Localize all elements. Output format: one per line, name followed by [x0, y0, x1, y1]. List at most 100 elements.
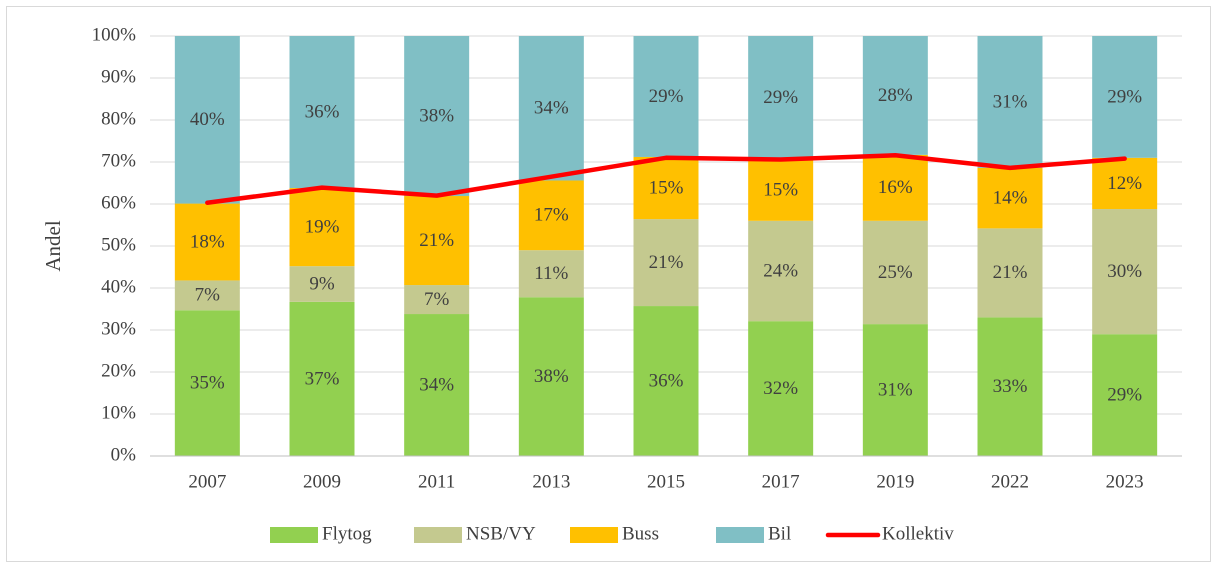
data-label: 40% — [190, 109, 225, 130]
bar-segment — [518, 180, 584, 251]
y-tick-label: 100% — [92, 24, 137, 45]
x-tick-label: 2011 — [418, 471, 455, 492]
x-tick-label: 2009 — [303, 471, 341, 492]
bar-segment — [518, 250, 584, 298]
y-axis-label: Andel — [41, 220, 65, 271]
bar-segment — [404, 196, 470, 286]
y-tick-label: 0% — [111, 444, 137, 465]
bar-segment — [174, 310, 240, 456]
x-tick-label: 2023 — [1106, 471, 1144, 492]
x-tick-label: 2022 — [991, 471, 1029, 492]
bar-segment — [633, 306, 699, 456]
bar-segment — [404, 314, 470, 456]
legend-swatch — [570, 527, 618, 543]
bar-segment — [518, 297, 584, 456]
data-label: 29% — [763, 87, 798, 108]
data-label: 29% — [1107, 384, 1142, 405]
bar-segment — [174, 36, 240, 204]
legend-swatch — [716, 527, 764, 543]
y-tick-label: 70% — [101, 150, 136, 171]
legend-label: NSB/VY — [466, 523, 536, 544]
y-tick-label: 40% — [101, 276, 136, 297]
bar-segment — [977, 228, 1043, 318]
y-tick-label: 60% — [101, 192, 136, 213]
data-label: 17% — [534, 205, 569, 226]
y-tick-label: 90% — [101, 66, 136, 87]
legend-label: Buss — [622, 523, 659, 544]
y-tick-label: 10% — [101, 402, 136, 423]
bar-segment — [977, 317, 1043, 456]
bar-segment — [977, 36, 1043, 168]
bar-segment — [748, 36, 814, 160]
bar-segment — [633, 219, 699, 307]
data-label: 36% — [305, 101, 340, 122]
bar-segment — [862, 36, 928, 155]
data-label: 21% — [993, 262, 1028, 283]
bar-segment — [289, 266, 355, 302]
data-label: 34% — [419, 374, 454, 395]
bar-segment — [862, 324, 928, 456]
bar-segment — [977, 167, 1043, 229]
bar-segment — [1092, 36, 1158, 158]
data-label: 16% — [878, 177, 913, 198]
data-label: 32% — [763, 378, 798, 399]
data-label: 31% — [993, 91, 1028, 112]
data-label: 38% — [534, 366, 569, 387]
bar-segment — [862, 154, 928, 221]
data-label: 30% — [1107, 261, 1142, 282]
data-label: 35% — [190, 372, 225, 393]
x-tick-label: 2013 — [532, 471, 570, 492]
data-label: 24% — [763, 260, 798, 281]
data-label: 28% — [878, 85, 913, 106]
data-label: 9% — [309, 273, 335, 294]
data-label: 38% — [419, 105, 454, 126]
bar-segment — [174, 203, 240, 281]
legend-label: Kollektiv — [882, 523, 954, 544]
data-label: 29% — [1107, 86, 1142, 107]
bar-segment — [404, 285, 470, 315]
bar-segment — [748, 321, 814, 456]
bar-segment — [748, 220, 814, 322]
bar-segment — [1092, 157, 1158, 210]
data-label: 11% — [534, 263, 568, 284]
x-tick-label: 2015 — [647, 471, 685, 492]
data-label: 21% — [649, 252, 684, 273]
data-label: 19% — [305, 216, 340, 237]
data-label: 21% — [419, 230, 454, 251]
data-label: 25% — [878, 262, 913, 283]
bar-segment — [289, 301, 355, 456]
x-tick-label: 2019 — [876, 471, 914, 492]
bar-segment — [404, 36, 470, 197]
data-label: 12% — [1107, 173, 1142, 194]
y-tick-label: 80% — [101, 108, 136, 129]
legend-label: Flytog — [322, 523, 372, 544]
bar-segment — [862, 220, 928, 325]
legend-swatch — [414, 527, 462, 543]
data-label: 7% — [195, 285, 221, 306]
data-label: 15% — [649, 177, 684, 198]
x-tick-label: 2007 — [188, 471, 226, 492]
data-label: 14% — [993, 187, 1028, 208]
y-tick-label: 30% — [101, 318, 136, 339]
y-tick-label: 50% — [101, 234, 136, 255]
bar-segment — [289, 188, 355, 267]
data-label: 37% — [305, 368, 340, 389]
bar-segment — [174, 280, 240, 311]
legend-label: Bil — [768, 523, 791, 544]
data-label: 36% — [649, 370, 684, 391]
data-label: 33% — [993, 376, 1028, 397]
data-label: 31% — [878, 379, 913, 400]
data-label: 15% — [763, 179, 798, 200]
bar-segment — [289, 36, 355, 189]
y-tick-label: 20% — [101, 360, 136, 381]
bar-segment — [748, 159, 814, 221]
bar-segment — [633, 156, 699, 220]
bar-segment — [633, 36, 699, 157]
x-tick-label: 2017 — [762, 471, 800, 492]
bar-segment — [518, 36, 584, 181]
legend-swatch — [270, 527, 318, 543]
data-label: 18% — [190, 231, 225, 252]
data-label: 29% — [649, 86, 684, 107]
data-label: 7% — [424, 289, 450, 310]
